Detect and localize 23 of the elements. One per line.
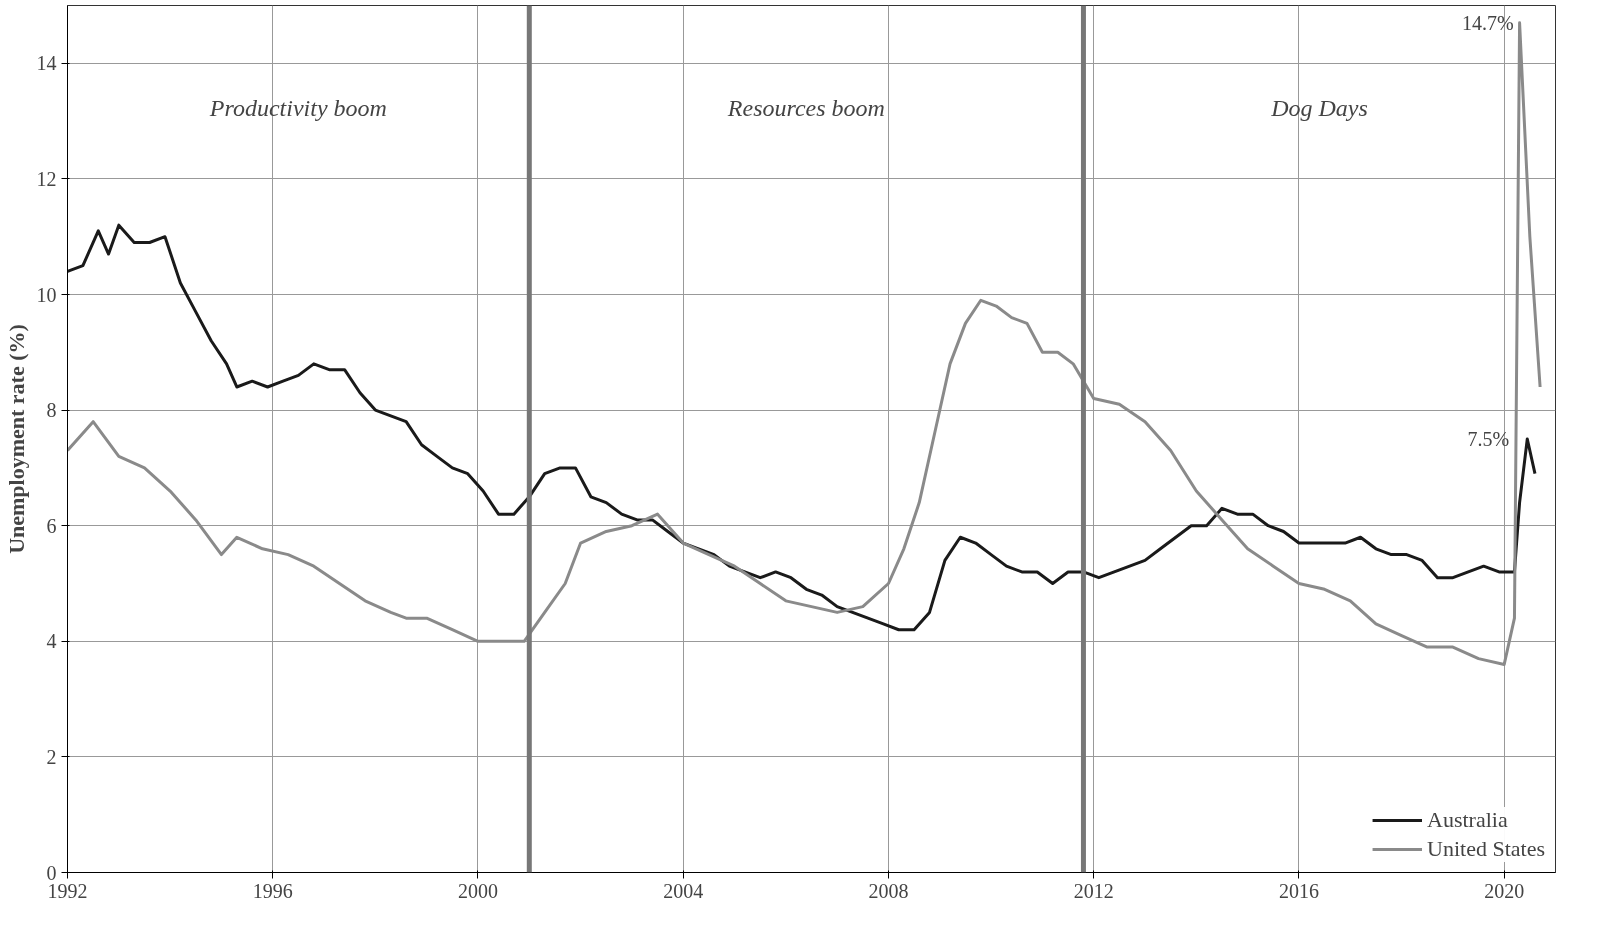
x-tick-label: 2004 <box>663 879 704 902</box>
y-tick-label: 4 <box>46 630 57 653</box>
y-tick-label: 14 <box>36 52 57 75</box>
x-tick-label: 2008 <box>868 879 909 902</box>
annotation: 7.5% <box>1467 428 1510 450</box>
annotation: Resources boom <box>726 95 885 122</box>
annotation: 14.7% <box>1461 11 1514 34</box>
x-tick-label: 2000 <box>457 879 498 902</box>
x-tick-label: 2016 <box>1278 879 1319 902</box>
x-tick-label: 1996 <box>252 879 293 902</box>
x-tick-label: 2012 <box>1073 879 1114 902</box>
annotation: Dog Days <box>1270 95 1368 122</box>
y-tick-label: 10 <box>36 283 57 306</box>
legend-label: United States <box>1427 836 1545 862</box>
y-tick-label: 2 <box>46 745 57 768</box>
line-series <box>67 223 1537 632</box>
annotation: Productivity boom <box>208 95 387 122</box>
legend-label: Australia <box>1427 807 1508 833</box>
y-tick-label: 12 <box>36 167 57 190</box>
y-axis-title: Unemployment rate (%) <box>3 324 29 554</box>
y-tick-label: 6 <box>46 514 57 537</box>
y-tick-label: 8 <box>46 399 57 422</box>
x-tick-label: 2020 <box>1484 879 1525 902</box>
